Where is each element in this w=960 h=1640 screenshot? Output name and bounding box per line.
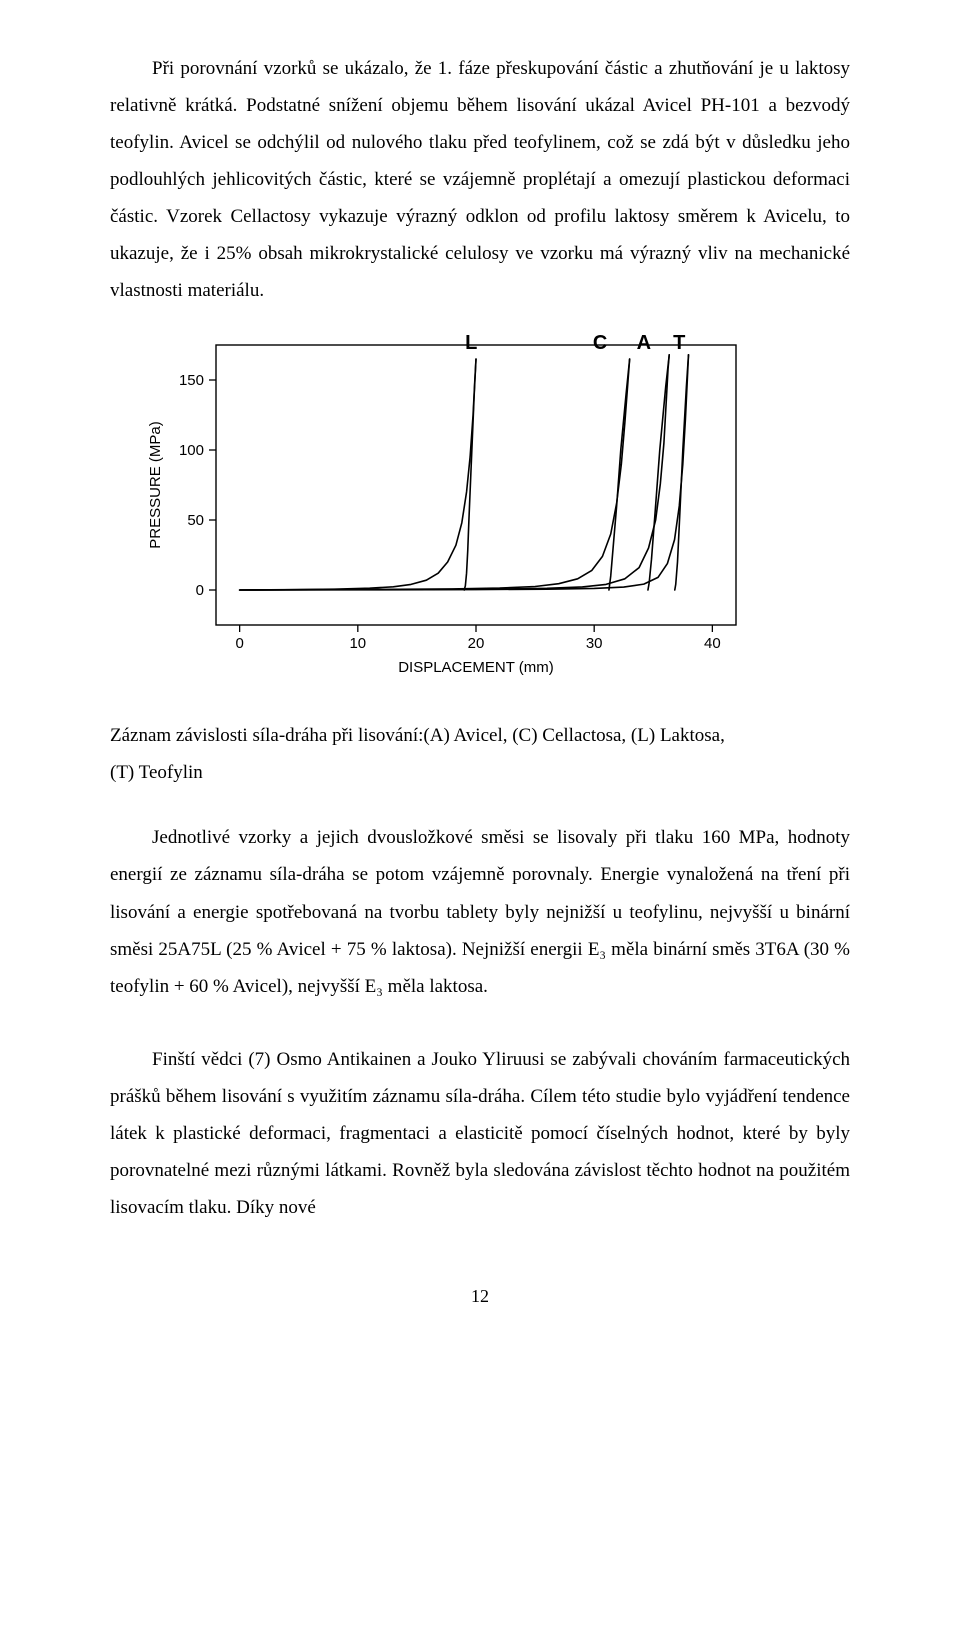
para-2: Jednotlivé vzorky a jejich dvousložkové …	[110, 819, 850, 1004]
chart-svg: 0 10 20 30 40 0 50 100 150 DISPLACEMENT (mm) PRESS…	[130, 327, 770, 707]
svg-text:T: T	[673, 333, 685, 355]
svg-text:10: 10	[349, 635, 366, 652]
svg-text:30: 30	[586, 635, 603, 652]
svg-text:0: 0	[235, 635, 243, 652]
svg-text:20: 20	[468, 635, 485, 652]
svg-text:0: 0	[196, 582, 204, 599]
svg-text:PRESSURE (MPa): PRESSURE (MPa)	[147, 422, 164, 550]
figure-caption-line2: (T) Teofylin	[110, 754, 850, 791]
svg-text:L: L	[465, 333, 477, 355]
para-3: Finští vědci (7) Osmo Antikainen a Jouko…	[110, 1041, 850, 1226]
svg-text:100: 100	[179, 442, 204, 459]
page: Při porovnání vzorků se ukázalo, že 1. f…	[0, 0, 960, 1640]
chart-pressure-displacement: 0 10 20 30 40 0 50 100 150 DISPLACEMENT (mm) PRESS…	[130, 327, 770, 707]
svg-text:40: 40	[704, 635, 721, 652]
svg-text:A: A	[637, 333, 651, 355]
page-number: 12	[110, 1286, 850, 1307]
figure-caption-line1: Záznam závislosti síla-dráha při lisován…	[110, 717, 850, 754]
svg-text:50: 50	[187, 512, 204, 529]
svg-text:C: C	[593, 333, 607, 355]
para-1: Při porovnání vzorků se ukázalo, že 1. f…	[110, 50, 850, 309]
svg-text:150: 150	[179, 372, 204, 389]
svg-text:DISPLACEMENT (mm): DISPLACEMENT (mm)	[398, 659, 554, 676]
spacer	[110, 1019, 850, 1041]
